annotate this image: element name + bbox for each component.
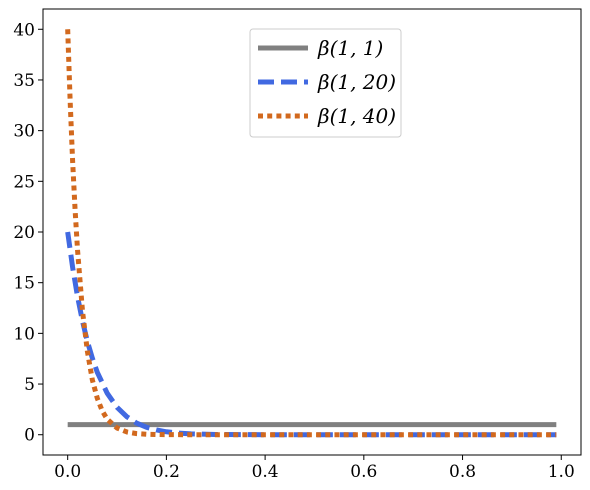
x-tick-label: 0.2 [153, 462, 180, 482]
y-tick-label: 10 [13, 324, 35, 344]
plot-lines [65, 29, 557, 438]
x-tick-label: 0.4 [252, 462, 279, 482]
y-tick-label: 0 [24, 426, 35, 446]
x-axis: 0.0 0.2 0.4 0.6 0.8 1.0 [54, 455, 575, 482]
y-tick-label: 25 [13, 172, 35, 192]
x-tick-label: 1.0 [548, 462, 575, 482]
y-tick-label: 20 [13, 223, 35, 243]
legend-label-2: β(1, 20) [317, 70, 396, 94]
legend-box [249, 28, 402, 138]
legend-label-3: β(1, 40) [317, 104, 396, 128]
series-line-2 [65, 231, 557, 438]
y-tick-label: 30 [13, 122, 35, 142]
x-tick-label: 0.6 [350, 462, 377, 482]
y-axis: 0 5 10 15 20 25 30 35 40 [13, 20, 43, 446]
y-tick-label: 5 [24, 375, 35, 395]
y-tick-label: 40 [13, 20, 35, 40]
legend: β(1, 1) β(1, 20) β(1, 40) [249, 28, 402, 138]
x-tick-label: 0.0 [54, 462, 81, 482]
y-tick-label: 15 [13, 274, 35, 294]
y-tick-label: 35 [13, 71, 35, 91]
series-line-3 [65, 29, 557, 438]
legend-label-1: β(1, 1) [317, 36, 383, 60]
x-tick-label: 0.8 [449, 462, 476, 482]
